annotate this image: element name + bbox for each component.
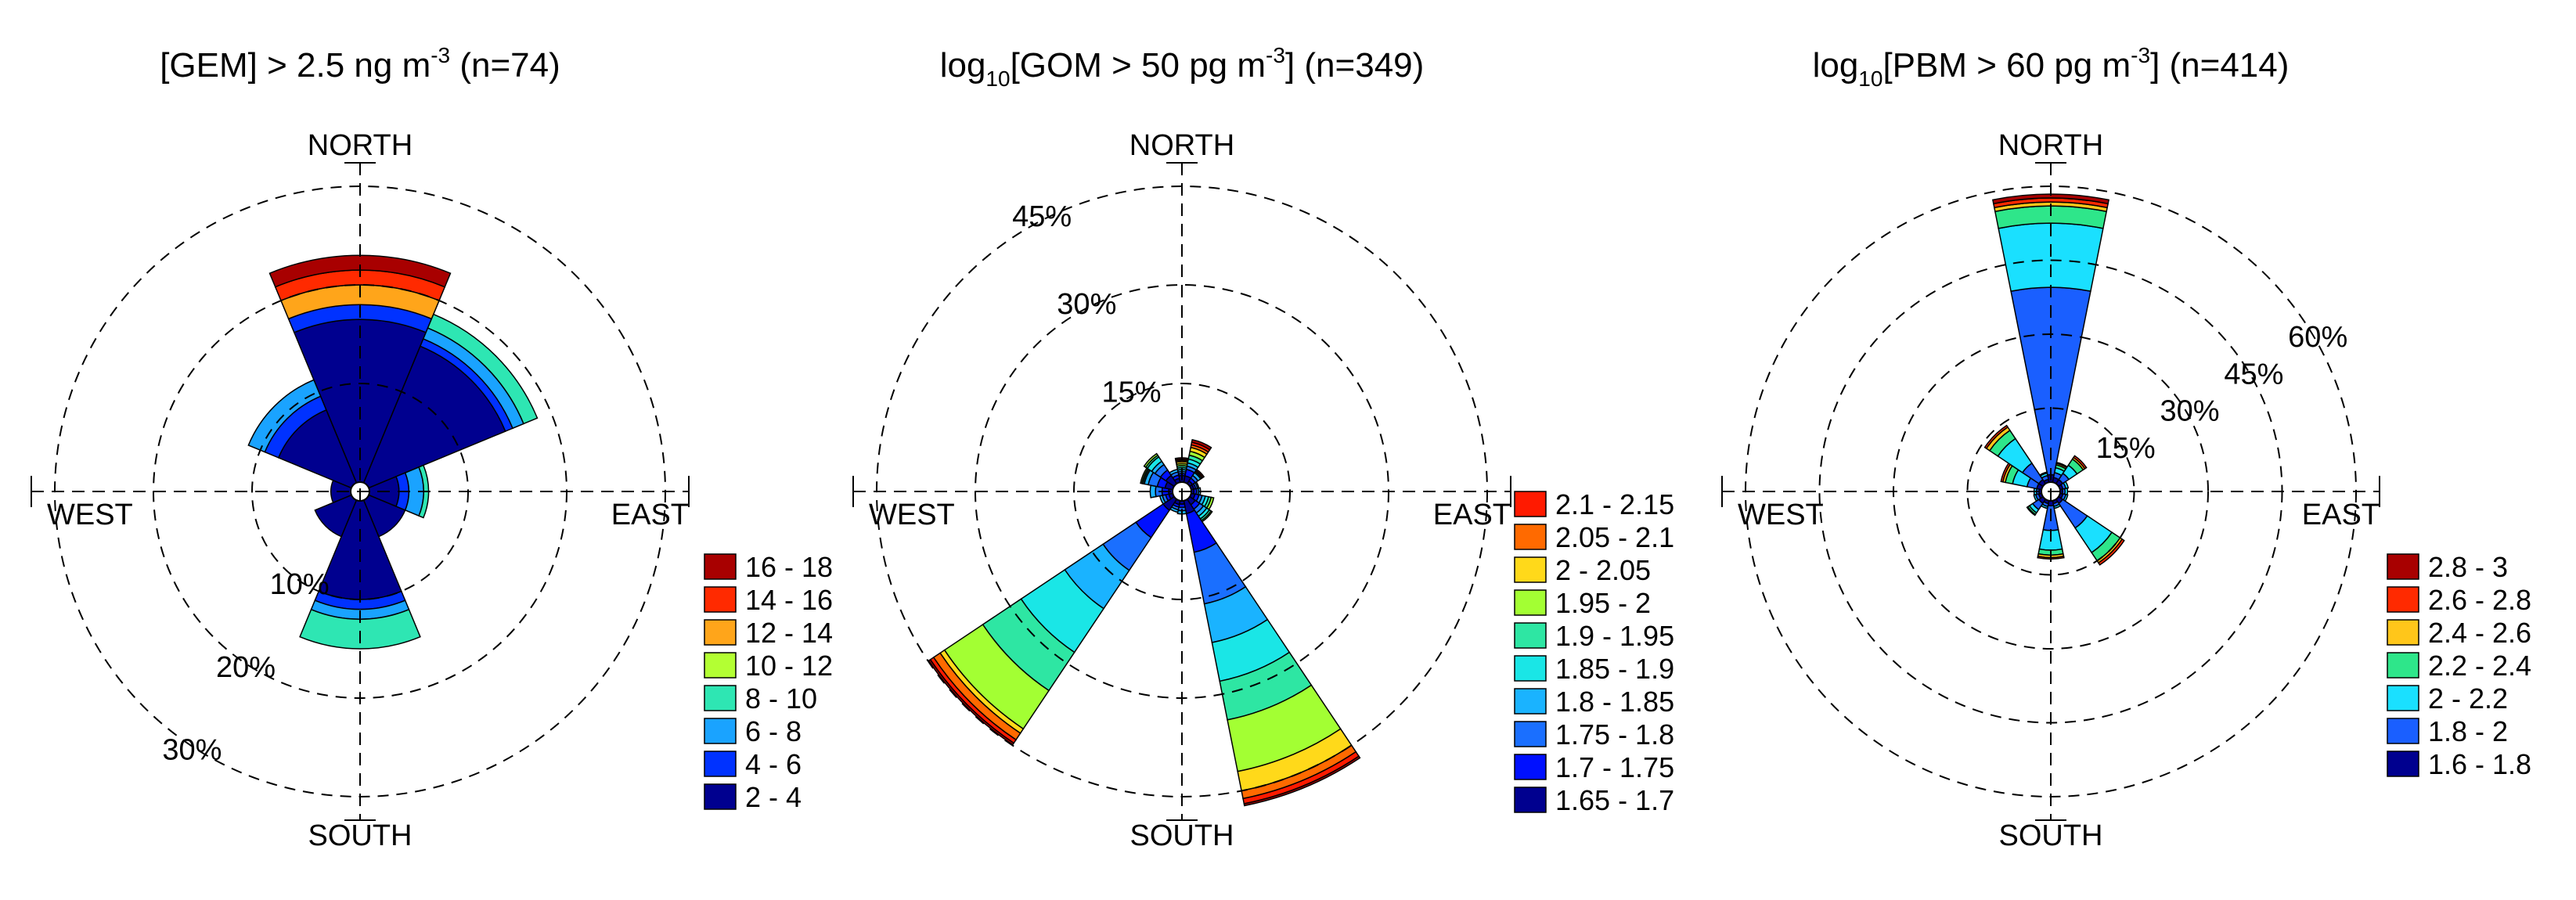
chart2-wind-rose: 15% 30% 45% NORTH SOUTH WEST EAST 2.1 - 2.152.0… [852, 129, 1674, 852]
chart2-legend-swatch-4 [1514, 622, 1547, 649]
chart1-legend-label-2: 12 - 14 [745, 617, 833, 649]
chart3-ring-label-0: 15% [2096, 432, 2156, 465]
chart1-legend-swatch-4 [704, 685, 737, 711]
chart3-dir-south: SOUTH [1999, 819, 2103, 852]
chart1-legend-label-0: 16 - 18 [745, 551, 833, 583]
chart3-legend-label-3: 2.2 - 2.4 [2428, 650, 2531, 682]
chart2-ring-label-1: 30% [1057, 288, 1116, 321]
chart2-legend-label-1: 2.05 - 2.1 [1555, 521, 1674, 553]
chart1-legend-swatch-5 [704, 718, 737, 744]
chart2-legend-swatch-1 [1514, 524, 1547, 550]
chart2-sector-315-bin-6 [1143, 452, 1159, 469]
chart2-legend-swatch-7 [1514, 721, 1547, 747]
chart1-legend-label-5: 6 - 8 [745, 715, 802, 747]
chart1-legend-swatch-6 [704, 751, 737, 777]
chart3-sector-135-bin-5 [2097, 538, 2125, 566]
chart3-legend-label-5: 1.8 - 2 [2428, 715, 2508, 747]
chart2-legend-swatch-2 [1514, 556, 1547, 583]
chart2-dir-south: SOUTH [1130, 819, 1234, 852]
chart3-ring-label-3: 60% [2288, 321, 2347, 354]
chart2-legend-label-9: 1.65 - 1.7 [1555, 784, 1674, 816]
chart1-legend-label-1: 14 - 16 [745, 584, 833, 616]
chart3-legend-label-0: 2.8 - 3 [2428, 551, 2508, 583]
chart1-legend-swatch-2 [704, 619, 737, 646]
chart2-legend-label-8: 1.7 - 1.75 [1555, 751, 1674, 783]
chart3-legend-label-4: 2 - 2.2 [2428, 682, 2508, 715]
chart3-legend-swatch-2 [2387, 619, 2419, 646]
chart2-legend-label-2: 2 - 2.05 [1555, 554, 1651, 586]
chart1-dir-west: WEST [47, 499, 133, 531]
chart3-ring-label-1: 30% [2160, 395, 2220, 428]
chart1-legend-swatch-7 [704, 783, 737, 810]
chart1-sector-0-bin-7 [268, 254, 452, 288]
chart1-ring-label-1: 20% [216, 651, 276, 684]
chart3-sector-0-bin-6 [1991, 193, 2110, 205]
chart2-legend-label-4: 1.9 - 1.95 [1555, 620, 1674, 652]
chart3-dir-west: WEST [1738, 499, 1824, 531]
chart2-legend-swatch-5 [1514, 655, 1547, 682]
chart2-legend-swatch-0 [1514, 491, 1547, 517]
chart1-dir-east: EAST [611, 499, 689, 531]
chart3-title: log10[PBM > 60 pg m-3] (n=414) [1813, 43, 2290, 91]
chart3-dir-north: NORTH [1998, 129, 2103, 162]
chart2-legend-label-5: 1.85 - 1.9 [1555, 653, 1674, 685]
chart3-legend-label-6: 1.6 - 1.8 [2428, 748, 2531, 780]
chart2-legend-label-3: 1.95 - 2 [1555, 587, 1651, 619]
chart3-ring-label-2: 45% [2224, 358, 2283, 391]
chart3-legend-label-1: 2.6 - 2.8 [2428, 584, 2531, 616]
chart1-ring-label-0: 10% [270, 568, 330, 601]
chart1-legend-label-4: 8 - 10 [745, 682, 817, 715]
chart2-dir-east: EAST [1433, 499, 1511, 531]
chart2-legend-swatch-3 [1514, 589, 1547, 616]
chart1-legend-label-7: 2 - 4 [745, 781, 802, 813]
chart3-sector-337.5-bin-3 [2038, 471, 2048, 477]
chart1-sector-315-bin-2 [247, 379, 322, 453]
chart2-legend-label-6: 1.8 - 1.85 [1555, 686, 1674, 718]
chart3-sector-225-bin-4 [2026, 506, 2037, 517]
chart2-sector-337.5-bin-3 [1168, 468, 1179, 476]
chart2-dir-north: NORTH [1129, 129, 1234, 162]
chart1-dir-north: NORTH [308, 129, 413, 162]
chart2-legend-swatch-6 [1514, 688, 1547, 715]
chart1-legend-label-6: 4 - 6 [745, 748, 802, 780]
chart2-sector-45-bin-9 [1194, 468, 1205, 479]
chart1-sector-180-bin-3 [299, 608, 421, 650]
chart3-legend-swatch-0 [2387, 553, 2419, 580]
chart3-legend-swatch-5 [2387, 718, 2419, 744]
chart3-legend-swatch-1 [2387, 586, 2419, 613]
chart2-sector-270-bin-3 [1149, 484, 1157, 499]
chart1-legend-label-3: 10 - 12 [745, 650, 833, 682]
chart2-legend-label-0: 2.1 - 2.15 [1555, 488, 1674, 520]
chart2-sector-157.5-bin-10 [1243, 755, 1361, 807]
chart1-title: [GEM] > 2.5 ng m-3 (n=74) [160, 43, 560, 85]
chart2-title: log10[GOM > 50 pg m-3] (n=349) [940, 43, 1425, 91]
chart2-ring-label-0: 15% [1102, 376, 1162, 409]
chart3-legend-swatch-3 [2387, 652, 2419, 679]
chart1-dir-south: SOUTH [308, 819, 413, 852]
chart2-legend-swatch-8 [1514, 754, 1547, 780]
chart1-legend-swatch-1 [704, 586, 737, 613]
chart1-ring-label-2: 30% [162, 733, 222, 766]
chart2-legend-label-7: 1.75 - 1.8 [1555, 718, 1674, 751]
chart3-legend-swatch-6 [2387, 751, 2419, 777]
chart3-sector-67.5-bin-2 [2063, 481, 2070, 490]
chart3-wind-rose: 15%30%45%60% NORTH SOUTH WEST EAST 2.8 - 32.6… [1721, 129, 2531, 852]
chart3-dir-east: EAST [2302, 499, 2380, 531]
chart1-legend-swatch-3 [704, 652, 737, 679]
chart3-legend-swatch-4 [2387, 685, 2419, 711]
chart3-sector-315-bin-5 [1983, 424, 2009, 450]
chart1-sector-45-bin-3 [427, 313, 539, 425]
chart2-sector-22.5-bin-10 [1191, 438, 1212, 451]
chart2-ring-label-2: 45% [1012, 200, 1072, 233]
chart2-legend-swatch-9 [1514, 787, 1547, 813]
chart3-sector-45-bin-5 [2073, 455, 2088, 470]
chart3-legend-label-2: 2.4 - 2.6 [2428, 617, 2531, 649]
chart1-legend-swatch-0 [704, 553, 737, 580]
chart2-dir-west: WEST [869, 499, 955, 531]
